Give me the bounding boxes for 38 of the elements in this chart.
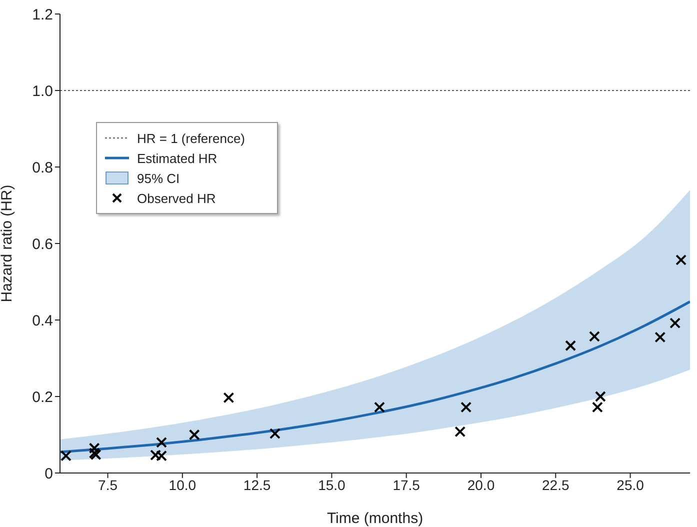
x-tick-label: 7.5 xyxy=(98,476,118,493)
y-tick-label: 1.2 xyxy=(32,6,53,24)
point xyxy=(592,402,603,413)
x-tick-label: 15.0 xyxy=(318,476,346,493)
x-tick-label: 12.5 xyxy=(243,476,271,493)
annotation: 95% CI xyxy=(137,170,180,186)
legend-label: Estimated HR xyxy=(137,150,218,166)
x-axis-title: Time (months) xyxy=(326,510,424,527)
y-tick-label: 0.2 xyxy=(32,388,53,406)
point xyxy=(594,391,606,402)
y-tick-label: 0 xyxy=(44,465,53,482)
point xyxy=(88,442,100,454)
point xyxy=(565,340,576,352)
point xyxy=(223,392,234,404)
point xyxy=(156,436,168,448)
point xyxy=(588,330,600,342)
y-tick-label: 0.4 xyxy=(32,312,53,330)
point xyxy=(60,450,72,462)
point xyxy=(454,426,466,438)
point xyxy=(188,429,200,440)
line-series xyxy=(60,300,690,454)
x-tick-label: 22.5 xyxy=(542,476,570,493)
point xyxy=(676,254,687,266)
x-tick-label: 17.5 xyxy=(392,476,420,493)
x-tick-label: 25.0 xyxy=(616,476,644,493)
point xyxy=(269,428,280,440)
point xyxy=(460,402,472,413)
point xyxy=(654,332,666,343)
y-tick-label: 1.0 xyxy=(32,82,53,100)
point xyxy=(670,318,681,329)
x-tick-label: 20.0 xyxy=(467,476,495,493)
y-tick-label: 0.6 xyxy=(32,236,53,253)
y-tick-label: 0.8 xyxy=(32,159,53,176)
y-axis-title: Hazard ratio (HR) xyxy=(0,184,16,302)
legend-label: Observed HR xyxy=(137,190,216,206)
legend-label: HR = 1 (reference) xyxy=(137,130,246,146)
x-tick-label: 10.0 xyxy=(168,476,196,493)
point xyxy=(374,402,385,413)
